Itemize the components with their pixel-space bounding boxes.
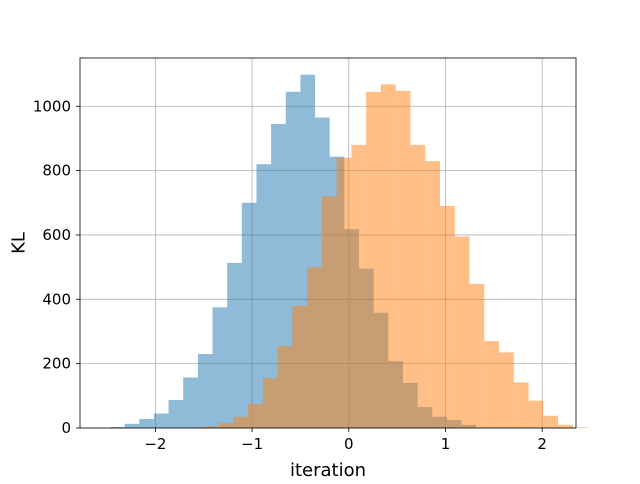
y-tick-label: 0	[61, 419, 71, 437]
histogram-bar	[499, 352, 514, 428]
histogram-bar	[292, 305, 308, 428]
histogram-bar	[307, 267, 322, 428]
histogram-bar	[109, 427, 125, 428]
x-tick-label: 0	[344, 435, 354, 453]
histogram-bar	[454, 236, 470, 428]
histogram-bar	[321, 196, 337, 428]
histogram-bar	[124, 423, 140, 428]
histogram-bar	[197, 354, 213, 428]
histogram-bar	[262, 378, 278, 428]
histogram-bar	[351, 144, 367, 428]
x-tick-label: −2	[144, 435, 166, 453]
y-tick-label: 1000	[33, 97, 71, 115]
histogram-bar	[183, 377, 198, 428]
y-tick-label: 200	[42, 355, 71, 373]
y-tick-label: 800	[42, 162, 71, 180]
x-tick-label: −1	[241, 435, 263, 453]
histogram-bar	[484, 341, 500, 428]
histogram-bar	[233, 416, 249, 428]
histogram-bar	[218, 423, 234, 428]
histogram-bar	[277, 345, 293, 428]
histogram-bars	[109, 74, 588, 429]
histogram-series-2	[203, 84, 588, 429]
x-axis-label: iteration	[290, 460, 366, 480]
histogram-bar	[212, 307, 228, 428]
x-axis-ticks: −2 −1 0 1 2	[144, 428, 547, 453]
x-tick-label: 1	[441, 435, 451, 453]
histogram-bar	[543, 415, 559, 428]
plot-frame	[79, 57, 577, 429]
histogram-bar	[425, 160, 440, 428]
histogram-bar	[139, 418, 154, 428]
histogram-bar	[558, 424, 573, 428]
x-tick-label: 2	[537, 435, 547, 453]
histogram-bar	[241, 202, 257, 428]
histogram-bar	[572, 427, 588, 428]
histogram-bar	[248, 403, 263, 428]
histogram-bar	[256, 164, 272, 428]
y-axis-label: KL	[8, 232, 29, 254]
histogram-bar	[366, 91, 381, 429]
histogram-bar	[380, 84, 396, 429]
histogram-bar	[469, 283, 485, 428]
histogram-bar	[513, 382, 529, 428]
histogram-bar	[439, 206, 455, 428]
histogram-bar	[528, 400, 544, 428]
y-axis-ticks: 0 200 400 600 800 1000	[33, 97, 80, 437]
histogram-bar	[153, 413, 169, 428]
histogram-bar	[203, 426, 219, 428]
histogram-bar	[395, 90, 411, 429]
histogram-bar	[410, 144, 426, 428]
histogram-bar	[168, 400, 184, 428]
histogram-bar	[227, 262, 242, 428]
y-tick-label: 600	[42, 226, 71, 244]
histogram-bar	[336, 157, 352, 428]
y-tick-label: 400	[42, 290, 71, 308]
